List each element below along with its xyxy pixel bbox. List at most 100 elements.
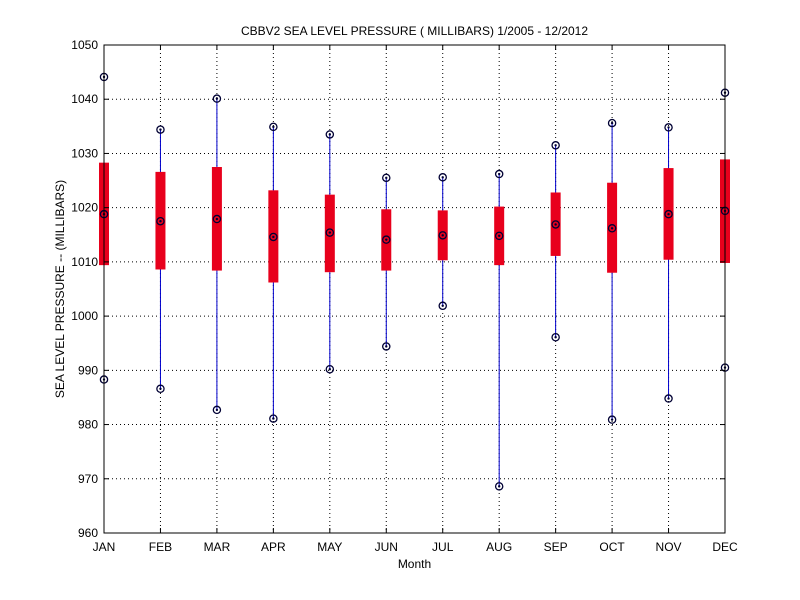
max-marker — [664, 123, 673, 132]
min-marker — [382, 342, 391, 351]
median-marker — [551, 220, 560, 229]
median-marker-dot — [554, 223, 557, 226]
box-jul — [437, 173, 448, 311]
max-marker-dot — [667, 126, 670, 129]
x-tick-label: SEP — [544, 540, 568, 554]
max-marker — [156, 125, 165, 134]
x-tick-label: MAY — [317, 540, 342, 554]
min-marker-dot — [328, 368, 332, 371]
median-marker-dot — [610, 227, 614, 230]
y-axis-label: SEA LEVEL PRESSURE -- (MILLIBARS) — [53, 180, 67, 398]
max-marker-dot — [441, 176, 444, 179]
y-tick-label: 1040 — [71, 92, 98, 106]
max-marker — [269, 122, 278, 132]
min-marker-dot — [497, 485, 501, 488]
min-marker — [551, 333, 560, 342]
max-marker-dot — [159, 128, 162, 131]
median-marker-dot — [215, 217, 219, 221]
x-tick-label: AUG — [486, 540, 512, 554]
min-marker-dot — [159, 387, 162, 390]
median-marker — [438, 231, 447, 240]
box-sep — [550, 141, 561, 342]
median-marker — [269, 232, 278, 242]
min-marker-dot — [441, 304, 444, 308]
box-nov — [663, 123, 674, 403]
min-marker-dot — [667, 397, 670, 400]
median-marker-dot — [272, 235, 275, 239]
chart-title: CBBV2 SEA LEVEL PRESSURE ( MILLIBARS) 1/… — [241, 24, 588, 38]
max-marker — [551, 141, 560, 150]
box-jun — [381, 173, 392, 351]
y-tick-label: 1030 — [71, 146, 98, 160]
x-tick-label: APR — [261, 540, 286, 554]
box-aug — [494, 169, 505, 491]
median-marker — [212, 214, 222, 224]
box-oct — [607, 118, 618, 424]
x-tick-label: JAN — [93, 540, 116, 554]
max-marker-dot — [610, 121, 614, 125]
y-tick-label: 990 — [78, 363, 98, 377]
median-marker-dot — [385, 238, 388, 241]
median-marker — [664, 209, 673, 219]
max-marker — [494, 169, 504, 179]
median-marker-dot — [441, 234, 444, 237]
x-tick-label: FEB — [149, 540, 172, 554]
x-tick-label: JUN — [375, 540, 398, 554]
grid-lines — [104, 45, 725, 533]
y-tick-label: 1010 — [71, 255, 98, 269]
median-marker — [382, 235, 391, 244]
y-tick-label: 980 — [78, 418, 98, 432]
x-tick-label: NOV — [656, 540, 682, 554]
median-marker-dot — [159, 220, 162, 223]
min-marker — [156, 384, 165, 394]
min-marker — [494, 482, 504, 491]
median-marker — [325, 228, 335, 237]
min-marker-dot — [215, 408, 219, 412]
min-marker-dot — [610, 418, 614, 421]
x-tick-label: OCT — [599, 540, 625, 554]
min-marker-dot — [272, 417, 275, 420]
min-marker — [438, 301, 447, 311]
plot-series — [99, 72, 730, 491]
max-marker-dot — [272, 125, 275, 129]
y-tick-label: 1000 — [71, 309, 98, 323]
max-marker — [212, 94, 222, 103]
max-marker-dot — [385, 176, 388, 180]
x-tick-label: DEC — [712, 540, 738, 554]
median-marker-dot — [497, 234, 501, 238]
min-marker-dot — [554, 336, 557, 339]
min-marker — [607, 415, 617, 424]
min-marker — [269, 414, 278, 423]
median-marker-dot — [328, 231, 332, 234]
median-marker — [494, 231, 504, 241]
box-feb — [155, 125, 166, 394]
box-may — [324, 130, 335, 374]
min-marker — [664, 394, 673, 403]
box-mar — [211, 94, 222, 415]
x-axis-label: Month — [398, 557, 431, 571]
y-tick-label: 1050 — [71, 38, 98, 52]
x-tick-label: JUL — [432, 540, 454, 554]
max-marker-dot — [215, 97, 219, 100]
min-marker — [212, 405, 222, 415]
max-marker-dot — [554, 144, 557, 147]
min-marker — [325, 364, 335, 374]
min-marker-dot — [385, 345, 388, 348]
axis-ticks: 960 970 980 990 1000 1010 1020 1030 1040 1050 JAN F… — [71, 38, 738, 554]
max-marker — [438, 173, 447, 182]
median-marker — [156, 216, 165, 226]
y-tick-label: 960 — [78, 526, 98, 540]
max-marker — [382, 173, 391, 183]
y-tick-label: 1020 — [71, 201, 98, 215]
median-marker — [607, 224, 617, 233]
box-apr — [268, 122, 279, 423]
max-marker — [325, 130, 335, 139]
max-marker-dot — [497, 172, 501, 176]
max-marker-dot — [328, 133, 332, 136]
median-marker-dot — [667, 212, 670, 216]
max-marker — [607, 118, 617, 128]
plot-area-frame — [103, 44, 726, 534]
x-tick-label: MAR — [204, 540, 231, 554]
y-tick-label: 970 — [78, 472, 98, 486]
